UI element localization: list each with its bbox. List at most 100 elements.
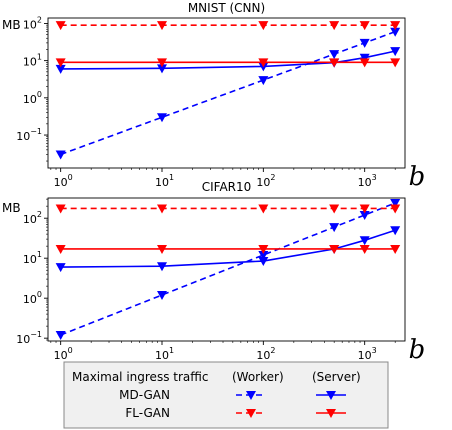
series-md-gan-worker bbox=[55, 27, 401, 160]
series-fl-gan-server bbox=[55, 244, 401, 254]
x-tick-label-base: 10 bbox=[358, 176, 372, 189]
y-tick-label-base: 10 bbox=[23, 213, 37, 226]
y-tick-label-exp: 0 bbox=[37, 290, 42, 299]
x-tick-label-base: 10 bbox=[256, 349, 270, 362]
y-tick-label: 100 bbox=[23, 290, 42, 306]
x-tick-label-base: 10 bbox=[358, 349, 372, 362]
y-tick-label-exp: 2 bbox=[37, 15, 42, 24]
data-point-marker bbox=[390, 47, 401, 57]
x-tick-label-base: 10 bbox=[155, 349, 169, 362]
x-tick-label-base: 10 bbox=[54, 176, 68, 189]
legend-sample-marker bbox=[246, 409, 256, 418]
data-point-marker bbox=[156, 21, 167, 31]
y-tick-label: 102 bbox=[23, 210, 42, 226]
series-fl-gan-worker bbox=[55, 21, 401, 31]
x-tick-label: 101 bbox=[155, 346, 174, 362]
data-point-marker bbox=[156, 262, 167, 272]
data-point-marker bbox=[55, 331, 66, 341]
x-axis-label: b bbox=[409, 162, 426, 192]
y-tick-label-base: 10 bbox=[23, 253, 37, 266]
data-point-marker bbox=[55, 21, 66, 31]
data-point-marker bbox=[390, 21, 401, 31]
y-tick-label-base: 10 bbox=[23, 18, 37, 31]
x-tick-label-exp: 1 bbox=[169, 173, 174, 182]
data-point-marker bbox=[258, 58, 269, 68]
data-point-marker bbox=[359, 21, 370, 31]
legend-row-mdgan-label: MD-GAN bbox=[119, 388, 170, 402]
x-tick-label: 100 bbox=[54, 346, 73, 362]
series-line bbox=[60, 30, 396, 156]
data-point-marker bbox=[390, 27, 401, 37]
data-point-marker bbox=[359, 244, 370, 254]
data-point-marker bbox=[390, 58, 401, 68]
y-tick-label-base: 10 bbox=[16, 130, 30, 143]
legend-sample-marker bbox=[326, 409, 336, 418]
x-tick-label-exp: 2 bbox=[270, 173, 275, 182]
data-point-marker bbox=[329, 21, 340, 31]
data-point-marker bbox=[55, 204, 66, 214]
series-line bbox=[60, 50, 396, 70]
x-tick-label: 103 bbox=[358, 346, 377, 362]
y-tick-label: 101 bbox=[23, 250, 42, 266]
plot-frame bbox=[47, 197, 406, 342]
data-point-marker bbox=[258, 251, 269, 261]
data-point-marker bbox=[359, 204, 370, 214]
data-point-marker bbox=[258, 21, 269, 31]
x-tick-label-exp: 3 bbox=[372, 173, 377, 182]
data-point-marker bbox=[359, 211, 370, 221]
x-tick-label: 103 bbox=[358, 173, 377, 189]
data-point-marker bbox=[156, 204, 167, 214]
series-md-gan-server bbox=[55, 47, 401, 74]
data-point-marker bbox=[258, 204, 269, 214]
data-point-marker bbox=[329, 244, 340, 254]
data-point-marker bbox=[329, 58, 340, 68]
x-tick-label-exp: 2 bbox=[270, 346, 275, 355]
data-point-marker bbox=[156, 64, 167, 74]
legend-sample-marker bbox=[246, 391, 256, 400]
y-tick-label: 101 bbox=[23, 53, 42, 69]
x-tick-label-exp: 1 bbox=[169, 346, 174, 355]
x-tick-label: 100 bbox=[54, 173, 73, 189]
series-line bbox=[60, 229, 396, 268]
data-point-marker bbox=[329, 223, 340, 233]
chart-title: MNIST (CNN) bbox=[188, 1, 265, 15]
data-point-marker bbox=[55, 244, 66, 254]
x-tick-label: 102 bbox=[256, 346, 275, 362]
data-point-marker bbox=[156, 58, 167, 68]
y-tick-label: 100 bbox=[23, 90, 42, 106]
legend-row-flgan-label: FL-GAN bbox=[125, 406, 170, 420]
data-point-marker bbox=[359, 236, 370, 246]
y-tick-label-exp: 1 bbox=[37, 250, 42, 259]
legend-sample-marker bbox=[326, 391, 336, 400]
y-axis-label: MB bbox=[2, 18, 21, 32]
legend-col-server: (Server) bbox=[312, 370, 361, 384]
data-point-marker bbox=[329, 50, 340, 60]
data-point-marker bbox=[359, 58, 370, 68]
y-axis-label: MB bbox=[2, 201, 21, 215]
y-tick-label-exp: 0 bbox=[37, 90, 42, 99]
y-tick-label: 102 bbox=[23, 15, 42, 31]
y-tick-label-exp: −1 bbox=[30, 330, 42, 339]
data-point-marker bbox=[390, 198, 401, 208]
y-tick-label: 10−1 bbox=[16, 330, 42, 346]
data-point-marker bbox=[390, 226, 401, 236]
x-tick-label-base: 10 bbox=[155, 176, 169, 189]
x-tick-label: 102 bbox=[256, 173, 275, 189]
y-tick-label: 10−1 bbox=[16, 127, 42, 143]
x-tick-label-base: 10 bbox=[256, 176, 270, 189]
y-tick-label-base: 10 bbox=[23, 293, 37, 306]
series-line bbox=[60, 202, 396, 336]
data-point-marker bbox=[390, 244, 401, 254]
data-point-marker bbox=[55, 64, 66, 74]
y-tick-label-base: 10 bbox=[16, 333, 30, 346]
x-tick-label-exp: 3 bbox=[372, 346, 377, 355]
legend-col-worker: (Worker) bbox=[232, 370, 284, 384]
series-fl-gan-worker bbox=[55, 204, 401, 214]
data-point-marker bbox=[156, 244, 167, 254]
y-tick-label-exp: 1 bbox=[37, 53, 42, 62]
data-point-marker bbox=[55, 263, 66, 273]
y-tick-label-base: 10 bbox=[23, 56, 37, 69]
data-point-marker bbox=[359, 38, 370, 48]
